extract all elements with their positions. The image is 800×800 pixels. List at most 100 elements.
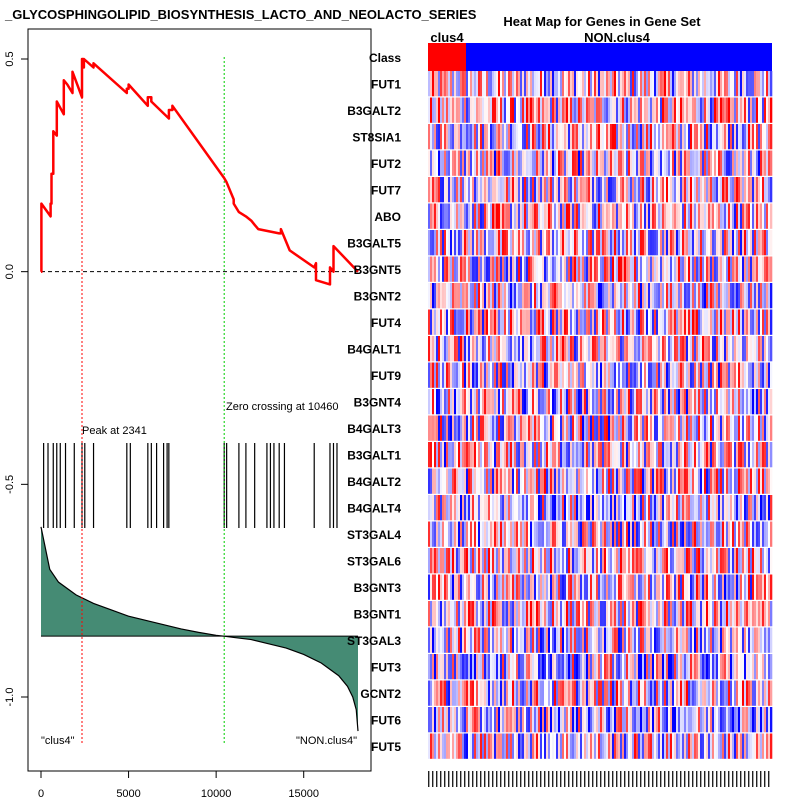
heatmap-cell [642,601,645,627]
heatmap-cell [550,283,553,309]
heatmap-cell [676,124,679,150]
heatmap-cell [638,707,641,733]
heatmap-cell [566,150,569,176]
heatmap-cell [572,309,575,335]
heatmap-cell [682,309,685,335]
heatmap-cell [474,150,477,176]
heatmap-cell [578,733,581,759]
heatmap-cell [688,256,691,282]
heatmap-cell [650,415,653,441]
heatmap-cell [760,601,763,627]
heatmap-cell [634,468,637,494]
heatmap-cell [602,627,605,653]
heatmap-cell [732,256,735,282]
heatmap-cell [610,707,613,733]
heatmap-cell [620,442,623,468]
heatmap-cell [552,442,555,468]
heatmap-cell [670,203,673,229]
heatmap-cell [558,521,561,547]
heatmap-cell [770,389,773,415]
heatmap-cell [532,654,535,680]
heatmap-cell [538,601,541,627]
heatmap-cell [536,442,539,468]
heatmap-cell [660,71,663,97]
heatmap-cell [768,389,771,415]
heatmap-cell [466,601,469,627]
heatmap-cell [456,309,459,335]
heatmap-cell [708,230,711,256]
heatmap-cell [760,680,763,706]
heatmap-cell [548,574,551,600]
heatmap-cell [736,97,739,123]
heatmap-cell [526,150,529,176]
heatmap-cell [744,468,747,494]
heatmap-cell [598,654,601,680]
heatmap-cell [614,97,617,123]
heatmap-cell [658,309,661,335]
heatmap-cell [544,71,547,97]
heatmap-cell [448,336,451,362]
heatmap-cell [594,495,597,521]
heatmap-cell [594,601,597,627]
heatmap-cell [546,548,549,574]
heatmap-cell [544,230,547,256]
heatmap-cell [446,574,449,600]
heatmap-cell [646,521,649,547]
heatmap-cell [432,574,435,600]
heatmap-cell [710,150,713,176]
heatmap-cell [590,124,593,150]
heatmap-cell [602,601,605,627]
heatmap-cell [686,574,689,600]
heatmap-cell [540,309,543,335]
heatmap-cell [570,442,573,468]
heatmap-cell [664,283,667,309]
heatmap-cell [450,256,453,282]
heatmap-cell [666,283,669,309]
heatmap-cell [538,680,541,706]
heatmap-cell [648,415,651,441]
heatmap-cell [574,124,577,150]
heatmap-cell [536,283,539,309]
heatmap-cell [630,150,633,176]
heatmap-cell [598,256,601,282]
heatmap-cell [668,124,671,150]
heatmap-cell [464,521,467,547]
heatmap-cell [582,654,585,680]
heatmap-cell [618,256,621,282]
heatmap-cell [770,574,773,600]
heatmap-cell [480,521,483,547]
heatmap-cell [490,601,493,627]
heatmap-cell [582,97,585,123]
heatmap-cell [612,601,615,627]
heatmap-cell [578,283,581,309]
heatmap-cell [658,521,661,547]
heatmap-cell [444,415,447,441]
heatmap-cell [718,495,721,521]
heatmap-cell [590,495,593,521]
heatmap-cell [512,97,515,123]
heatmap-cell [464,707,467,733]
heatmap-cell [638,309,641,335]
heatmap-cell [604,442,607,468]
heatmap-cell [626,362,629,388]
heatmap-cell [438,336,441,362]
heatmap-cell [618,442,621,468]
heatmap-cell [518,230,521,256]
heatmap-cell [522,548,525,574]
sample-tick [648,771,650,787]
heatmap-cell [470,707,473,733]
heatmap-cell [436,177,439,203]
heatmap-cell [512,548,515,574]
heatmap-cell [666,71,669,97]
heatmap-cell [544,256,547,282]
heatmap-cell [478,389,481,415]
heatmap-cell [714,521,717,547]
heatmap-cell [456,124,459,150]
heatmap-cell [450,680,453,706]
heatmap-cell [442,707,445,733]
heatmap-cell [460,362,463,388]
heatmap-cell [646,707,649,733]
heatmap-cell [516,521,519,547]
heatmap-cell [526,71,529,97]
heatmap-cell [586,468,589,494]
